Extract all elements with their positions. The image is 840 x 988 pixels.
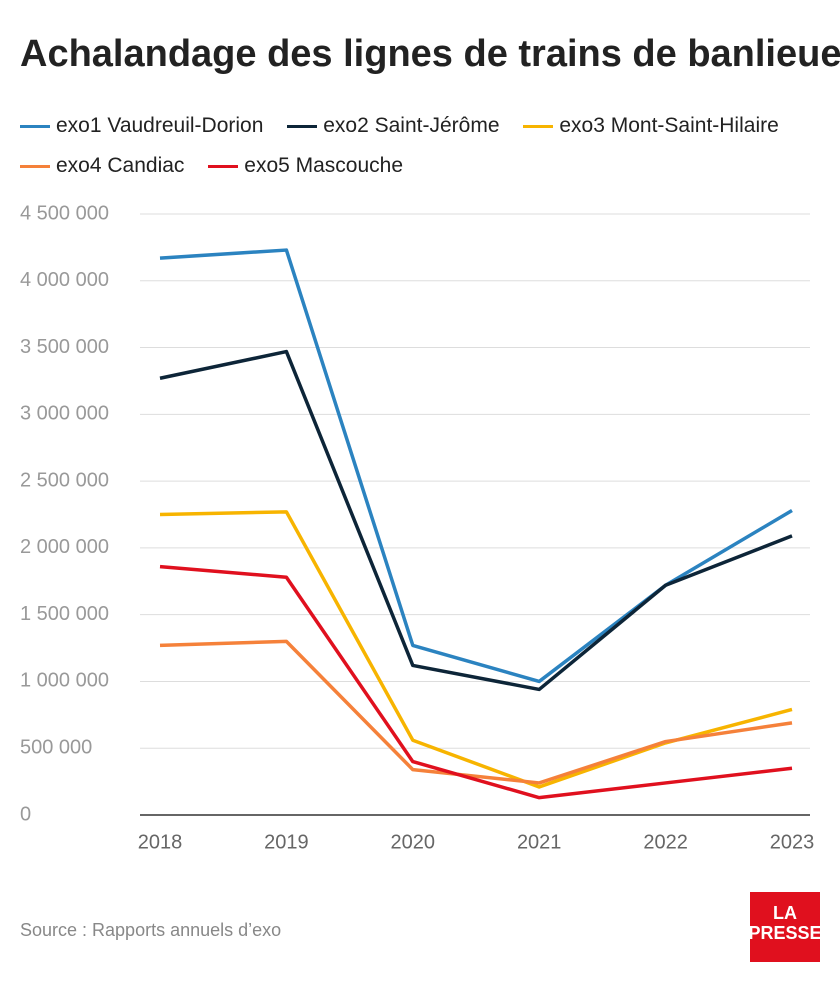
legend-label: exo4 Candiac — [56, 154, 185, 177]
x-tick-label: 2021 — [517, 831, 562, 853]
y-tick-label: 0 — [20, 803, 31, 825]
y-tick-label: 1 500 000 — [20, 603, 109, 625]
series-line — [159, 639, 793, 785]
x-tick-label: 2018 — [138, 831, 183, 853]
x-tick-label: 2022 — [643, 831, 688, 853]
y-tick-label: 1 000 000 — [20, 670, 109, 692]
legend-item: exo1 Vaudreuil-Dorion — [20, 114, 263, 137]
y-tick-label: 2 000 000 — [20, 536, 109, 558]
x-tick-label: 2023 — [770, 831, 815, 853]
logo-box — [750, 892, 820, 962]
legend-swatch — [208, 164, 239, 168]
legend-swatch — [523, 124, 554, 128]
legend-label: exo2 Saint-Jérôme — [323, 114, 500, 137]
series-line — [159, 510, 793, 789]
legend-swatch — [20, 164, 50, 168]
legend-swatch — [20, 124, 50, 128]
legend-item: exo5 Mascouche — [208, 154, 403, 177]
logo-text: LA — [773, 903, 797, 923]
source: Source : Rapports annuels d’exo — [20, 920, 281, 940]
legend-swatch — [287, 124, 318, 128]
y-tick-label: 4 000 000 — [20, 269, 109, 291]
y-tick-label: 2 500 000 — [20, 469, 109, 491]
y-tick-label: 3 500 000 — [20, 336, 109, 358]
logo-text: PRESSE — [748, 923, 821, 943]
legend-item: exo4 Candiac — [20, 154, 184, 177]
legend-item: exo3 Mont-Saint-Hilaire — [523, 114, 779, 137]
series-line — [159, 349, 793, 692]
x-tick-label: 2020 — [391, 831, 436, 853]
chart-title: Achalandage des lignes de trains de banl… — [20, 33, 840, 75]
y-tick-label: 500 000 — [20, 737, 92, 759]
legend-label: exo1 Vaudreuil-Dorion — [56, 114, 264, 137]
legend-label: exo5 Mascouche — [244, 154, 404, 177]
series-line — [159, 564, 793, 800]
series-line — [159, 248, 793, 684]
legend: exo1 Vaudreuil-Dorion exo2 Saint-Jérôme … — [20, 106, 820, 186]
legend-item: exo2 Saint-Jérôme — [287, 114, 500, 137]
y-tick-label: 3 000 000 — [20, 403, 109, 425]
x-tick-label: 2019 — [264, 831, 309, 853]
y-tick-label: 4 500 000 — [20, 202, 109, 224]
legend-label: exo3 Mont-Saint-Hilaire — [559, 114, 779, 137]
